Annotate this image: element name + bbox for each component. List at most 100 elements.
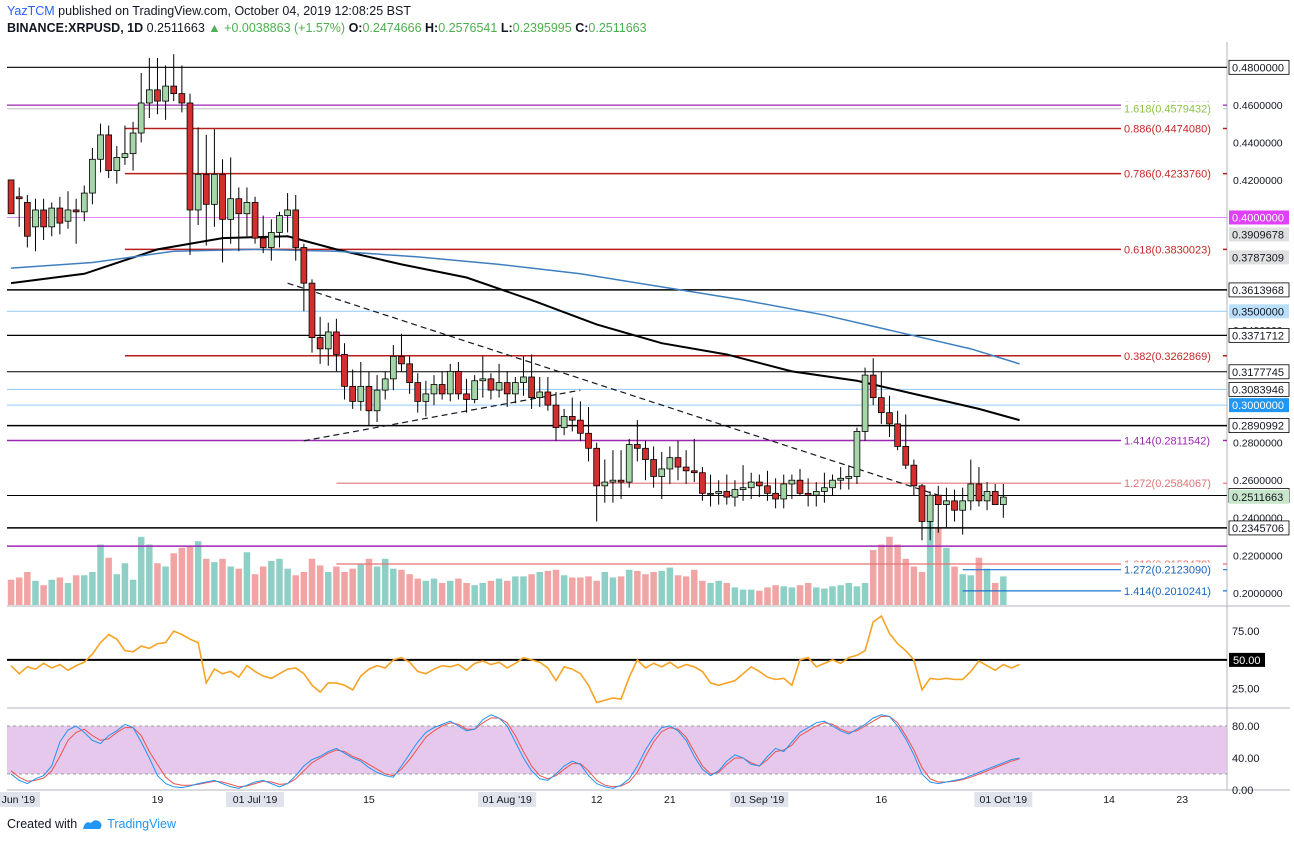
volume-bar	[723, 583, 731, 605]
volume-bar	[455, 578, 462, 605]
volume-bar	[32, 580, 39, 605]
candle-body	[284, 209, 291, 216]
candle-body	[251, 202, 259, 239]
candle-body	[658, 468, 666, 477]
volume-bar	[373, 566, 381, 605]
volume-bar	[325, 572, 332, 605]
level-label-text: 0.3083946	[1232, 384, 1284, 396]
tradingview-logo-icon	[83, 820, 102, 829]
candle-body	[674, 457, 682, 468]
candle-body	[568, 415, 576, 421]
candle-body	[80, 192, 88, 213]
horizontal-levels	[7, 66, 1227, 592]
candle-body	[593, 447, 600, 487]
candle-body	[943, 500, 950, 505]
level-label-bg	[1229, 250, 1289, 265]
volume-bar	[463, 583, 470, 605]
rsi-tick-label: 25.00	[1232, 684, 1260, 696]
volume-bar	[300, 572, 308, 605]
volume-bar	[691, 569, 698, 605]
candle-body	[723, 491, 731, 498]
candle-body	[869, 374, 877, 399]
level-label-text: 0.618(0.3830023)	[1124, 244, 1211, 256]
candle-body	[56, 207, 64, 224]
volume-bar	[495, 578, 503, 605]
level-label-bg	[1121, 121, 1223, 136]
candle-body	[276, 215, 283, 233]
level-label-bg	[1228, 327, 1290, 343]
volume-bar	[81, 575, 88, 605]
candle-body	[902, 446, 910, 466]
volume-bar	[89, 572, 96, 605]
candle-body	[146, 89, 153, 104]
time-tick-label: 01 Oct '19	[980, 794, 1028, 806]
time-tick-label: 14	[1103, 794, 1115, 806]
level-label-bg	[1121, 242, 1223, 257]
volume-bar	[56, 577, 64, 605]
volume-bar	[585, 576, 592, 605]
volume-bar	[438, 583, 446, 605]
time-tick-label: 23	[1176, 794, 1188, 806]
level-label-text: 0.382(0.3262869)	[1124, 351, 1211, 363]
candle-body	[268, 232, 275, 248]
tradingview-brand[interactable]: TradingView	[107, 817, 176, 831]
volume-bar	[48, 579, 55, 605]
level-label-bg	[1121, 433, 1223, 448]
candle-body	[772, 492, 779, 500]
moving-average-black	[10, 235, 1020, 422]
volume-bar	[642, 574, 649, 605]
volume-bar	[902, 558, 909, 605]
volume-bar	[666, 567, 674, 605]
volume-bar	[886, 536, 893, 605]
volume-bar	[577, 577, 584, 605]
close-label: C:	[575, 21, 589, 35]
volume-bar	[503, 580, 511, 605]
open-value: 0.2474666	[362, 21, 422, 35]
stoch-tick-label: 40.00	[1232, 753, 1260, 765]
time-tick-label: 21	[664, 794, 676, 806]
time-axis[interactable]: 01 Jun '19 19 01 Jul '19 15 01 Aug '19 12 21 01…	[0, 792, 1188, 807]
volume-bar	[15, 577, 23, 605]
author-name[interactable]: YazTCM	[7, 4, 55, 18]
volume-bar	[707, 583, 714, 605]
level-label-text: 1.272(0.2584067)	[1124, 478, 1211, 490]
volume-bar	[365, 558, 373, 605]
candle-body	[292, 209, 300, 248]
trendlines	[287, 282, 939, 496]
candle-body	[487, 378, 495, 391]
candle-body	[72, 209, 80, 213]
rsi-pane: 75.00 25.00 50.00	[7, 614, 1265, 704]
candle-body	[861, 374, 869, 432]
candle-body	[951, 500, 958, 511]
candle-body	[804, 492, 812, 496]
price-tick-label: 0.2600000	[1233, 475, 1283, 487]
candle-body	[715, 491, 722, 494]
volume-bar	[658, 570, 665, 605]
dashed-trendline	[287, 282, 939, 496]
footer: Created with TradingView	[7, 817, 176, 831]
volume-bar	[731, 587, 739, 605]
volume-bar	[861, 583, 869, 605]
level-label-bg	[1228, 364, 1290, 380]
level-label-text: 0.3177745	[1232, 367, 1284, 379]
volume-bar	[113, 574, 121, 605]
volume-bar	[926, 511, 934, 605]
level-label-text: 1.414(0.2010241)	[1124, 586, 1211, 598]
volume-bar	[674, 575, 682, 605]
volume-bar	[268, 561, 275, 605]
candle-body	[455, 370, 462, 395]
volume-bar	[414, 578, 421, 605]
volume-bar	[471, 585, 478, 605]
low-label: L:	[500, 21, 513, 35]
volume-bar	[764, 587, 771, 605]
volume-bar	[967, 575, 975, 605]
price-tick-label: 0.2200000	[1233, 550, 1283, 562]
level-label-text: 0.4000000	[1232, 212, 1284, 224]
candle-body	[796, 479, 804, 494]
level-label-bg	[1121, 583, 1223, 598]
volume-bar	[536, 572, 543, 605]
level-label-text: 1.272(0.2123090)	[1124, 565, 1211, 577]
volume-bar	[747, 589, 755, 605]
volume-bar	[918, 572, 926, 605]
